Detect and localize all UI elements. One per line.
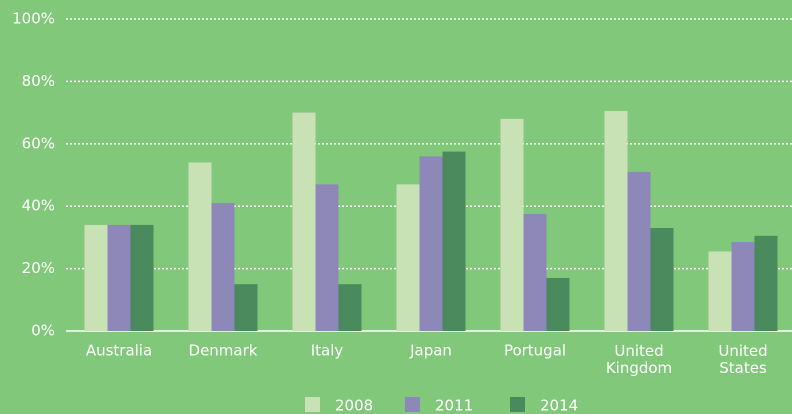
x-tick-label: United Kingdom (606, 342, 672, 377)
bar (419, 156, 443, 331)
legend-swatch (510, 397, 525, 412)
bar (523, 214, 547, 331)
bar (315, 184, 339, 331)
x-tick-label: Italy (311, 342, 344, 360)
x-tick-label: Japan (409, 342, 452, 360)
bar (650, 228, 674, 331)
y-tick-label: 40% (22, 197, 55, 215)
bar (754, 235, 778, 331)
x-tick-label: Denmark (189, 342, 258, 360)
x-tick-label: Portugal (504, 342, 566, 360)
x-tick-label: United States (718, 342, 767, 377)
y-tick-label: 60% (22, 134, 55, 152)
bar (188, 162, 212, 331)
x-tick-label: Australia (86, 342, 152, 360)
y-tick-label: 100% (12, 10, 55, 28)
bar (708, 251, 732, 331)
legend-label: 2008 (335, 397, 373, 414)
bar (130, 224, 154, 331)
bar (338, 284, 362, 331)
y-tick-label: 20% (22, 259, 55, 277)
legend-swatch (305, 397, 320, 412)
legend-label: 2014 (540, 397, 578, 414)
bar (396, 184, 420, 331)
bar (84, 224, 108, 331)
bar (234, 284, 258, 331)
y-tick-label: 0% (31, 322, 55, 340)
bar (211, 203, 235, 331)
bar (500, 118, 524, 331)
bar (627, 171, 651, 331)
bar (107, 224, 131, 331)
bar (292, 112, 316, 331)
y-tick-label: 80% (22, 72, 55, 90)
legend-swatch (405, 397, 420, 412)
bar (604, 111, 628, 331)
bar (731, 242, 755, 331)
bar (442, 151, 466, 331)
bar (546, 277, 570, 331)
legend-label: 2011 (435, 397, 473, 414)
